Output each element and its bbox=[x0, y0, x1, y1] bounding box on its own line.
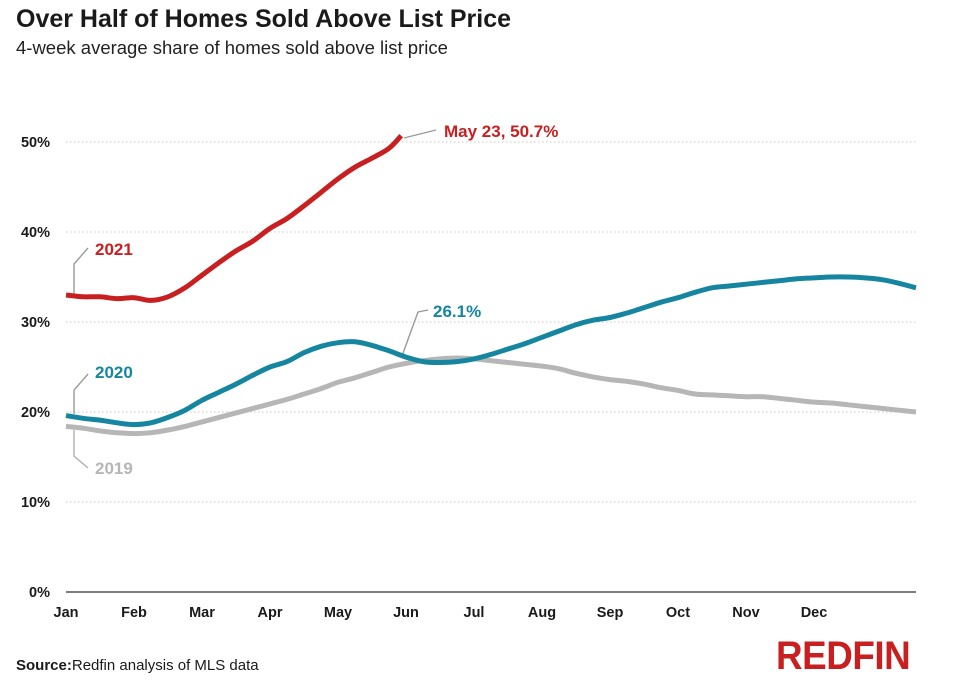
series-lines bbox=[65, 133, 917, 437]
redfin-logo: REDFIN bbox=[776, 634, 911, 678]
source-text: Redfin analysis of MLS data bbox=[71, 657, 259, 674]
annotation-label: May 23, 50.7% bbox=[444, 122, 558, 141]
annotation-leader bbox=[73, 373, 89, 414]
x-tick-label: Oct bbox=[666, 605, 690, 621]
source-label: Source: bbox=[16, 657, 72, 674]
y-tick-label: 30% bbox=[21, 315, 50, 331]
y-tick-label: 40% bbox=[21, 225, 50, 241]
series-line-2021 bbox=[65, 133, 404, 303]
annotation-leader bbox=[401, 309, 429, 357]
annotation-leader bbox=[403, 129, 437, 139]
x-tick-label: May bbox=[324, 605, 352, 621]
annotation-label: 2021 bbox=[95, 240, 133, 259]
annotation-leader bbox=[73, 430, 89, 469]
x-tick-label: Mar bbox=[189, 605, 215, 621]
x-tick-label: Jan bbox=[54, 605, 79, 621]
x-tick-label: Sep bbox=[597, 605, 624, 621]
annotation-label: 2019 bbox=[95, 459, 133, 478]
annotation-label: 2020 bbox=[95, 363, 133, 382]
axes: 0% 10% 20% 30% 40% 50% Jan Feb Mar Apr May Jun Jul Au… bbox=[21, 135, 916, 621]
annotation-label: 26.1% bbox=[433, 302, 481, 321]
x-tick-label: Aug bbox=[528, 605, 556, 621]
series-line-2019 bbox=[65, 355, 917, 437]
annotation-leaders bbox=[73, 129, 437, 469]
x-tick-label: Apr bbox=[258, 605, 283, 621]
x-tick-label: Feb bbox=[121, 605, 147, 621]
chart-subtitle: 4-week average share of homes sold above… bbox=[16, 37, 448, 58]
chart-title: Over Half of Homes Sold Above List Price bbox=[16, 5, 512, 33]
series-line-2020 bbox=[65, 274, 917, 428]
y-tick-label: 0% bbox=[29, 585, 50, 601]
x-tick-label: Jun bbox=[393, 605, 419, 621]
x-tick-label: Dec bbox=[801, 605, 828, 621]
annotation-labels: May 23, 50.7% 2021 26.1% 2020 2019 bbox=[95, 122, 558, 478]
x-tick-label: Jul bbox=[464, 605, 485, 621]
y-tick-label: 10% bbox=[21, 495, 50, 511]
y-tick-label: 50% bbox=[21, 135, 50, 151]
x-tick-label: Nov bbox=[732, 605, 759, 621]
source-note: Source:Redfin analysis of MLS data bbox=[16, 657, 259, 674]
gridlines bbox=[66, 141, 916, 503]
y-tick-label: 20% bbox=[21, 405, 50, 421]
annotation-leader bbox=[73, 247, 89, 296]
